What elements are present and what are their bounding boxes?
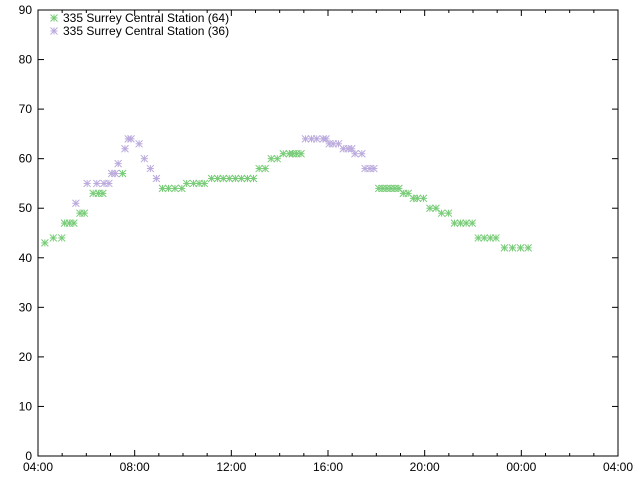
axes: 0 10 20 30 40 50 60 70 80 90 04:00 08:00 12:00 16:00 2… xyxy=(19,3,634,474)
y-tick-label: 10 xyxy=(19,399,33,413)
data-point-series-2 xyxy=(357,149,366,158)
data-point-series-1 xyxy=(255,164,263,173)
data-point-series-1 xyxy=(171,184,179,193)
data-point-series-2 xyxy=(370,164,378,173)
legend-asterisk-icon xyxy=(50,27,58,35)
data-point-series-1 xyxy=(98,189,107,198)
y-tick-label: 0 xyxy=(25,449,32,463)
data-point-series-2 xyxy=(135,139,143,148)
data-point-series-2 xyxy=(83,179,91,188)
data-point-series-2 xyxy=(107,169,116,178)
y-tick-label: 70 xyxy=(19,102,33,116)
y-tick-label: 20 xyxy=(19,350,33,364)
data-point-series-1 xyxy=(80,209,89,218)
data-point-series-1 xyxy=(69,219,78,227)
data-point-series-1 xyxy=(480,234,489,242)
x-tick-label: 08:00 xyxy=(120,460,150,474)
data-point-series-1 xyxy=(516,244,525,252)
data-point-series-2 xyxy=(152,174,161,183)
data-point-series-1 xyxy=(273,154,282,163)
y-tick-label: 80 xyxy=(19,53,33,67)
plot-frame xyxy=(37,9,619,457)
data-point-series-1 xyxy=(40,239,49,247)
data-point-series-2 xyxy=(114,159,123,168)
data-point-series-2 xyxy=(146,164,155,173)
legend: 335 Surrey Central Station (64) 335 Surr… xyxy=(50,11,229,38)
x-tick-label: 00:00 xyxy=(506,460,536,474)
data-point-series-1 xyxy=(164,184,173,193)
data-point-series-1 xyxy=(249,174,258,183)
y-tick-label: 90 xyxy=(19,3,33,17)
x-tick-label: 20:00 xyxy=(410,460,440,474)
data-point-series-2 xyxy=(127,134,135,143)
legend-label-series-2: 335 Surrey Central Station (36) xyxy=(63,24,229,38)
x-tick-label: 04:00 xyxy=(603,460,633,474)
data-point-series-1 xyxy=(49,234,58,242)
data-point-series-1 xyxy=(437,209,446,218)
y-tick-label: 60 xyxy=(19,152,33,166)
data-point-series-1 xyxy=(468,219,477,227)
data-point-series-1 xyxy=(182,179,191,188)
data-point-series-2 xyxy=(72,199,80,208)
data-point-series-1 xyxy=(500,244,509,252)
legend-asterisk-icon xyxy=(50,14,58,22)
data-point-series-1 xyxy=(426,204,434,213)
data-point-series-1 xyxy=(261,164,270,173)
data-point-series-1 xyxy=(413,194,422,203)
legend-marker-series-1 xyxy=(50,14,58,22)
data-point-series-1 xyxy=(57,234,66,242)
data-point-series-1 xyxy=(508,244,517,252)
data-point-series-1 xyxy=(118,169,127,178)
data-point-series-1 xyxy=(237,174,246,183)
y-tick-label: 30 xyxy=(19,300,33,314)
data-point-series-1 xyxy=(158,184,167,193)
data-point-series-2 xyxy=(301,134,310,143)
x-tick-label: 04:00 xyxy=(23,460,53,474)
data-point-series-2 xyxy=(347,144,356,153)
data-point-series-1 xyxy=(225,174,234,183)
data-point-series-2 xyxy=(322,134,330,143)
data-point-series-2 xyxy=(92,179,101,188)
data-point-series-1 xyxy=(419,194,428,203)
x-tick-label: 12:00 xyxy=(216,460,246,474)
data-point-series-2 xyxy=(121,144,129,153)
x-tick-label: 16:00 xyxy=(313,460,343,474)
data-point-series-1 xyxy=(474,234,483,242)
data-point-series-1 xyxy=(444,209,453,218)
y-tick-label: 40 xyxy=(19,251,33,265)
data-point-series-1 xyxy=(297,149,305,158)
data-point-series-1 xyxy=(450,219,459,227)
data-point-series-2 xyxy=(105,179,113,188)
data-point-series-2 xyxy=(140,154,149,163)
data-point-series-1 xyxy=(243,174,252,183)
data-point-series-1 xyxy=(456,219,465,227)
data-point-series-2 xyxy=(111,169,120,178)
data-point-series-1 xyxy=(200,179,209,188)
data-point-series-1 xyxy=(492,234,500,242)
legend-label-series-1: 335 Surrey Central Station (64) xyxy=(63,11,229,25)
data-points xyxy=(40,134,533,252)
data-point-series-1 xyxy=(267,154,276,163)
data-point-series-1 xyxy=(231,174,240,183)
legend-marker-series-2 xyxy=(50,27,58,35)
y-tick-label: 50 xyxy=(19,201,33,215)
data-point-series-1 xyxy=(219,174,228,183)
data-point-series-1 xyxy=(462,219,471,227)
data-point-series-2 xyxy=(351,149,359,158)
data-point-series-1 xyxy=(207,174,216,183)
data-point-series-1 xyxy=(524,244,533,252)
data-point-series-2 xyxy=(312,134,321,143)
data-point-series-1 xyxy=(279,149,288,158)
